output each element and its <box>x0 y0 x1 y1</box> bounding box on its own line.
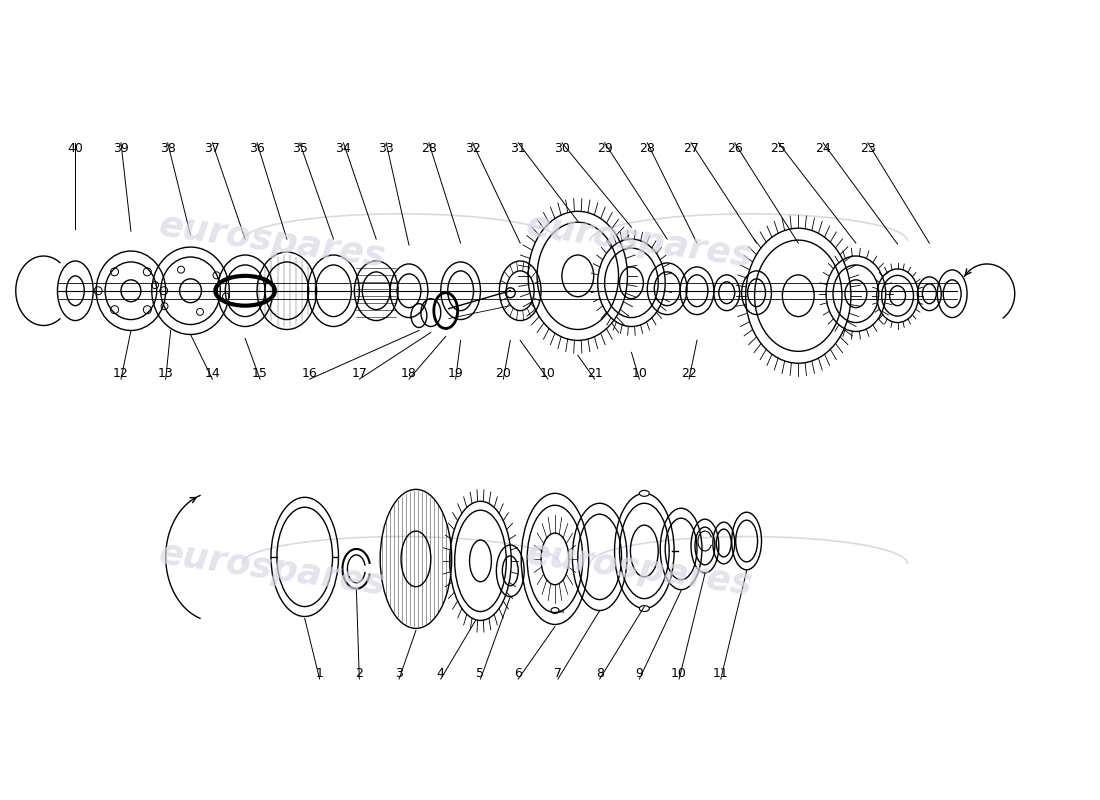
Text: 16: 16 <box>301 367 318 380</box>
Text: 34: 34 <box>336 142 351 155</box>
Text: 29: 29 <box>596 142 613 155</box>
Text: 14: 14 <box>205 367 220 380</box>
Text: 23: 23 <box>860 142 876 155</box>
Text: eurospares: eurospares <box>156 208 387 274</box>
Text: 38: 38 <box>160 142 176 155</box>
Text: 26: 26 <box>727 142 742 155</box>
Text: 7: 7 <box>554 667 562 680</box>
Text: 11: 11 <box>713 667 728 680</box>
Text: 10: 10 <box>671 667 688 680</box>
Ellipse shape <box>639 606 649 611</box>
Text: 5: 5 <box>476 667 484 680</box>
Text: 33: 33 <box>378 142 394 155</box>
Text: 9: 9 <box>636 667 644 680</box>
Text: 30: 30 <box>554 142 570 155</box>
Text: 32: 32 <box>464 142 481 155</box>
Text: 17: 17 <box>351 367 367 380</box>
Text: 19: 19 <box>448 367 463 380</box>
Text: 27: 27 <box>683 142 698 155</box>
Text: 18: 18 <box>402 367 417 380</box>
Text: 40: 40 <box>67 142 84 155</box>
Text: eurospares: eurospares <box>156 536 387 602</box>
Text: 31: 31 <box>510 142 526 155</box>
Text: 12: 12 <box>113 367 129 380</box>
Text: 21: 21 <box>586 367 603 380</box>
Text: 35: 35 <box>292 142 308 155</box>
Text: 24: 24 <box>815 142 830 155</box>
Text: 39: 39 <box>113 142 129 155</box>
Text: 10: 10 <box>631 367 647 380</box>
Text: 22: 22 <box>681 367 697 380</box>
Text: 6: 6 <box>515 667 522 680</box>
Text: 4: 4 <box>437 667 444 680</box>
Text: 2: 2 <box>355 667 363 680</box>
Text: 15: 15 <box>252 367 268 380</box>
Text: eurospares: eurospares <box>524 536 755 602</box>
Text: 28: 28 <box>639 142 656 155</box>
Text: 25: 25 <box>770 142 786 155</box>
Text: 8: 8 <box>596 667 604 680</box>
Text: 10: 10 <box>540 367 556 380</box>
Text: eurospares: eurospares <box>524 208 755 274</box>
Text: 28: 28 <box>421 142 437 155</box>
Text: 37: 37 <box>205 142 220 155</box>
Text: 1: 1 <box>316 667 323 680</box>
Ellipse shape <box>639 490 649 496</box>
Text: 3: 3 <box>395 667 403 680</box>
Text: 13: 13 <box>157 367 174 380</box>
Text: 36: 36 <box>250 142 265 155</box>
Text: 20: 20 <box>495 367 512 380</box>
Text: oil: oil <box>559 609 565 614</box>
